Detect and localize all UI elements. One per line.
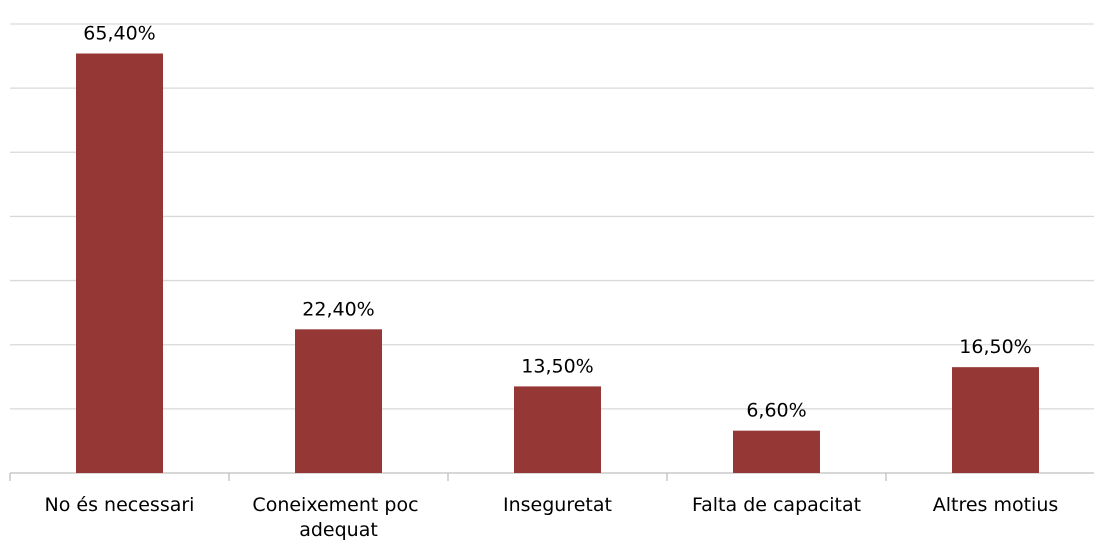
data-label: 16,50% [959, 336, 1031, 358]
x-tick-label: Inseguretat [503, 494, 612, 516]
bar [295, 329, 382, 473]
x-tick-label: Coneixement poc adequat [252, 494, 424, 541]
data-label: 65,40% [83, 23, 155, 45]
data-label: 22,40% [302, 298, 374, 320]
bar [733, 430, 820, 473]
bar [514, 386, 601, 473]
bar [76, 53, 163, 474]
x-tick-label: Altres motius [933, 494, 1059, 516]
x-tick-label: No és necessari [45, 494, 195, 516]
bar [952, 367, 1039, 473]
data-label: 6,60% [746, 400, 806, 422]
data-label: 13,50% [521, 355, 593, 377]
x-tick-label: Falta de capacitat [692, 494, 861, 516]
